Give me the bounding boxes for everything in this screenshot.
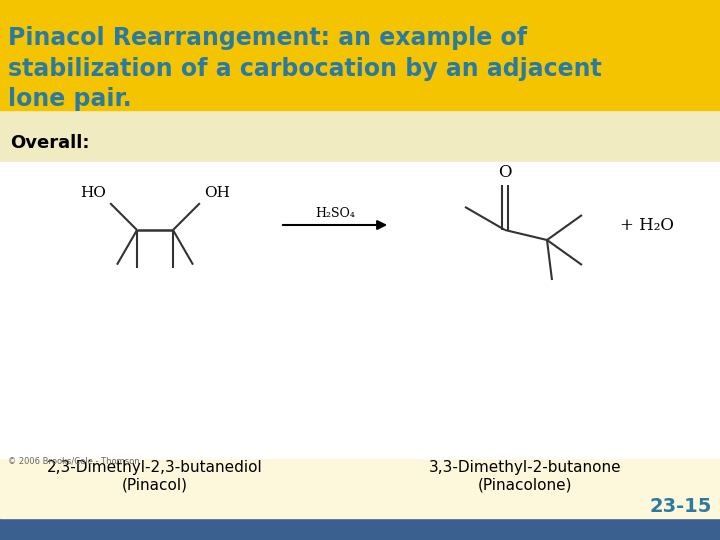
Text: 23-15: 23-15 (649, 497, 712, 516)
Bar (0, 130, 720, 518)
Text: Overall:: Overall: (10, 134, 89, 152)
Text: Pinacol Rearrangement: an example of
stabilization of a carbocation by an adjace: Pinacol Rearrangement: an example of sta… (8, 26, 602, 111)
Text: © 2006 Brooks/Cole - Thomson: © 2006 Brooks/Cole - Thomson (8, 456, 140, 465)
Text: HO: HO (80, 186, 106, 200)
Text: OH: OH (204, 186, 230, 200)
Text: O: O (498, 164, 512, 181)
Bar (0, 110, 720, 130)
Text: H₂SO₄: H₂SO₄ (315, 207, 355, 220)
Text: (Pinacolone): (Pinacolone) (478, 477, 572, 492)
Bar (0, 130, 720, 162)
Text: (Pinacol): (Pinacol) (122, 477, 188, 492)
Text: 2,3-Dimethyl-2,3-butanediol: 2,3-Dimethyl-2,3-butanediol (47, 460, 263, 475)
Bar (0, 0, 720, 110)
Bar (0, 162, 720, 458)
Text: 3,3-Dimethyl-2-butanone: 3,3-Dimethyl-2-butanone (428, 460, 621, 475)
Bar (0, 518, 720, 540)
Text: + H₂O: + H₂O (620, 217, 674, 233)
